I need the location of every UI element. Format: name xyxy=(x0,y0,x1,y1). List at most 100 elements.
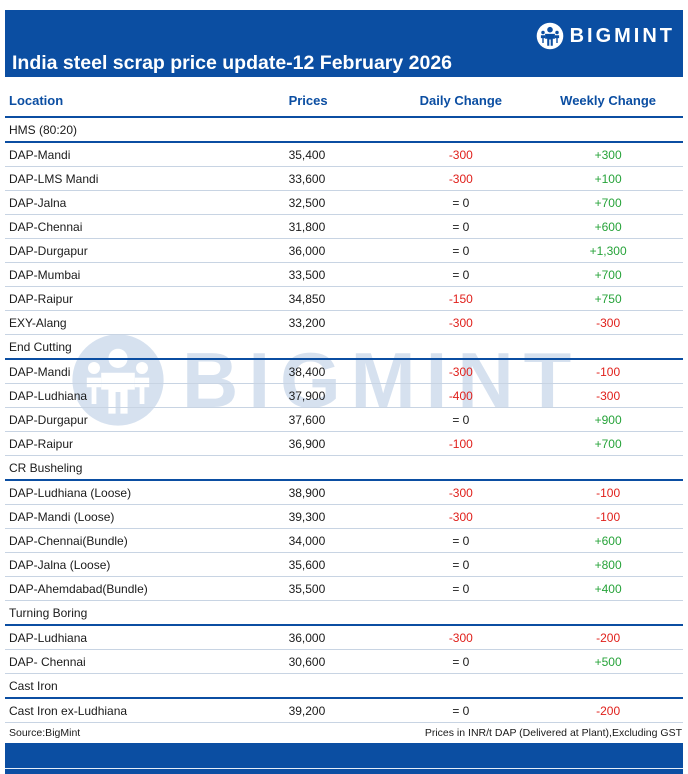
table-row: DAP-Ludhiana (Loose) 38,900 -300 -100 xyxy=(5,481,683,505)
location-cell: DAP-Ludhiana xyxy=(9,388,88,403)
daily-change-cell: -300 xyxy=(448,147,473,162)
table-row: DAP-Ludhiana 36,000 -300 -200 xyxy=(5,626,683,650)
weekly-change-cell: +500 xyxy=(594,654,622,669)
location-cell: DAP-Ludhiana (Loose) xyxy=(9,485,132,500)
table-row: DAP-Ludhiana 37,900 -400 -300 xyxy=(5,384,683,408)
price-table: Location Prices Daily Change Weekly Chan… xyxy=(5,84,683,723)
header-banner: BIGMINT India steel scrap price update-1… xyxy=(5,10,683,77)
daily-change-cell: -400 xyxy=(448,388,473,403)
location-cell: EXY-Alang xyxy=(9,315,67,330)
price-cell: 38,900 xyxy=(288,485,326,500)
table-row: DAP-Mandi 35,400 -300 +300 xyxy=(5,143,683,167)
location-cell: DAP-Raipur xyxy=(9,436,74,451)
price-cell: 36,000 xyxy=(288,630,326,645)
weekly-change-cell: -300 xyxy=(596,315,621,330)
weekly-change-cell: +300 xyxy=(594,147,622,162)
location-cell: DAP-Mandi xyxy=(9,364,71,379)
daily-change-cell: = 0 xyxy=(452,195,470,210)
location-cell: DAP-Jalna (Loose) xyxy=(9,557,111,572)
table-row: DAP-Mandi 38,400 -300 -100 xyxy=(5,360,683,384)
price-cell: 37,600 xyxy=(288,412,326,427)
table-row: DAP-Durgapur 36,000 = 0 +1,300 xyxy=(5,239,683,263)
location-cell: Cast Iron ex-Ludhiana xyxy=(9,703,128,718)
location-cell: DAP-Mandi (Loose) xyxy=(9,509,115,524)
daily-change-cell: -300 xyxy=(448,485,473,500)
table-row: DAP-LMS Mandi 33,600 -300 +100 xyxy=(5,167,683,191)
brand-name: BIGMINT xyxy=(569,24,675,47)
location-cell: DAP-Chennai(Bundle) xyxy=(9,533,128,548)
location-cell: DAP-Durgapur xyxy=(9,412,88,427)
table-row: DAP-Ahemdabad(Bundle) 35,500 = 0 +400 xyxy=(5,577,683,601)
table-body: HMS (80:20) DAP-Mandi 35,400 -300 +300 DAP-LM… xyxy=(5,118,683,723)
weekly-change-cell: +700 xyxy=(594,436,622,451)
weekly-change-cell: +900 xyxy=(594,412,622,427)
section-label: CR Busheling xyxy=(9,460,83,475)
price-cell: 33,500 xyxy=(288,267,326,282)
source-note: Source:BigMint xyxy=(9,727,81,739)
table-row: Cast Iron ex-Ludhiana 39,200 = 0 -200 xyxy=(5,699,683,723)
weekly-change-cell: +800 xyxy=(594,557,622,572)
section-label: Cast Iron xyxy=(9,678,58,693)
weekly-change-cell: +600 xyxy=(594,533,622,548)
price-cell: 38,400 xyxy=(288,364,326,379)
daily-change-cell: = 0 xyxy=(452,703,470,718)
header-weekly-change: Weekly Change xyxy=(560,92,657,108)
daily-change-cell: -300 xyxy=(448,630,473,645)
section-label: End Cutting xyxy=(9,339,72,354)
weekly-change-cell: -100 xyxy=(596,485,621,500)
table-row: EXY-Alang 33,200 -300 -300 xyxy=(5,311,683,335)
table-row: DAP-Raipur 36,900 -100 +700 xyxy=(5,432,683,456)
daily-change-cell: = 0 xyxy=(452,557,470,572)
price-cell: 39,200 xyxy=(288,703,326,718)
daily-change-cell: = 0 xyxy=(452,412,470,427)
location-cell: DAP-Mandi xyxy=(9,147,71,162)
price-cell: 34,850 xyxy=(288,291,326,306)
daily-change-cell: = 0 xyxy=(452,654,470,669)
location-cell: DAP-Jalna xyxy=(9,195,67,210)
price-cell: 36,000 xyxy=(288,243,326,258)
header-prices: Prices xyxy=(288,92,328,108)
section-row: End Cutting xyxy=(5,335,683,360)
price-cell: 30,600 xyxy=(288,654,326,669)
location-cell: DAP-Ludhiana xyxy=(9,630,88,645)
table-row: DAP-Raipur 34,850 -150 +750 xyxy=(5,287,683,311)
price-cell: 33,600 xyxy=(288,171,326,186)
weekly-change-cell: +100 xyxy=(594,171,622,186)
price-cell: 36,900 xyxy=(288,436,326,451)
weekly-change-cell: -200 xyxy=(596,630,621,645)
table-row: DAP-Durgapur 37,600 = 0 +900 xyxy=(5,408,683,432)
table-row: DAP- Chennai 30,600 = 0 +500 xyxy=(5,650,683,674)
location-cell: DAP-Raipur xyxy=(9,291,74,306)
daily-change-cell: -100 xyxy=(448,436,473,451)
weekly-change-cell: +400 xyxy=(594,581,622,596)
section-label: HMS (80:20) xyxy=(9,122,78,137)
table-row: DAP-Jalna 32,500 = 0 +700 xyxy=(5,191,683,215)
table-row: DAP-Mumbai 33,500 = 0 +700 xyxy=(5,263,683,287)
weekly-change-cell: -200 xyxy=(596,703,621,718)
section-row: CR Busheling xyxy=(5,456,683,481)
daily-change-cell: -300 xyxy=(448,171,473,186)
weekly-change-cell: +700 xyxy=(594,195,622,210)
daily-change-cell: = 0 xyxy=(452,581,470,596)
header-daily-change: Daily Change xyxy=(419,92,502,108)
table-row: DAP-Chennai(Bundle) 34,000 = 0 +600 xyxy=(5,529,683,553)
price-cell: 35,600 xyxy=(288,557,326,572)
price-cell: 35,400 xyxy=(288,147,326,162)
location-cell: DAP-Chennai xyxy=(9,219,83,234)
daily-change-cell: = 0 xyxy=(452,533,470,548)
bigmint-logo-icon xyxy=(536,22,563,50)
price-cell: 35,500 xyxy=(288,581,326,596)
price-cell: 32,500 xyxy=(288,195,326,210)
daily-change-cell: = 0 xyxy=(452,267,470,282)
weekly-change-cell: -100 xyxy=(596,364,621,379)
header-location: Location xyxy=(9,92,64,108)
price-cell: 37,900 xyxy=(288,388,326,403)
price-basis-note: Prices in INR/t DAP (Delivered at Plant)… xyxy=(424,727,682,739)
page-title: India steel scrap price update-12 Februa… xyxy=(12,52,453,74)
weekly-change-cell: +1,300 xyxy=(589,243,627,258)
weekly-change-cell: +600 xyxy=(594,219,622,234)
footer-bar xyxy=(5,743,683,774)
daily-change-cell: -300 xyxy=(448,509,473,524)
daily-change-cell: -150 xyxy=(448,291,473,306)
location-cell: DAP- Chennai xyxy=(9,654,86,669)
